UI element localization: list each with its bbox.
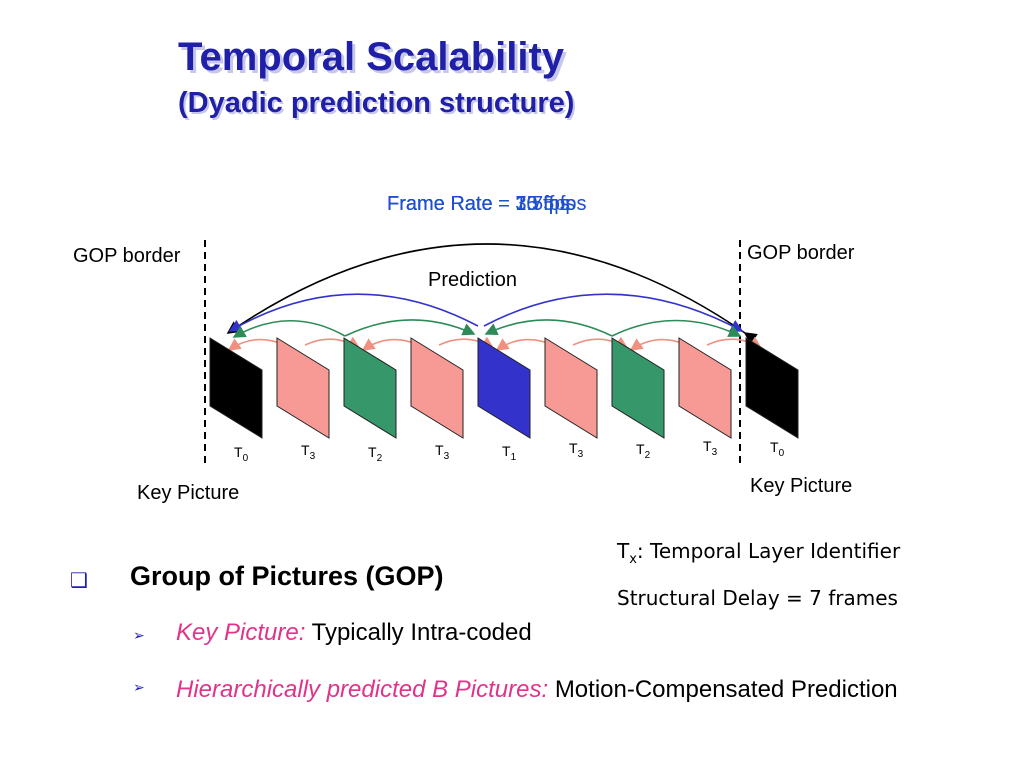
identifier-note: Tx: Temporal Layer Identifier — [616, 539, 901, 567]
sub-bullet-icon: ➢ — [133, 679, 145, 695]
frame-label: T3 — [569, 440, 584, 460]
note-text: : Temporal Layer Identifier — [637, 539, 901, 563]
frame-t: T — [636, 441, 645, 457]
emphasis: Key Picture: — [176, 619, 306, 646]
frame — [678, 337, 732, 439]
bullet-item: Hierarchically predicted B Pictures: Mot… — [176, 670, 916, 710]
arrow — [232, 319, 346, 338]
frame-sub: 3 — [578, 449, 584, 460]
frame — [410, 337, 464, 439]
gop-border-label: GOP border — [73, 245, 181, 267]
frame-label: T2 — [636, 441, 651, 461]
arrow — [611, 319, 742, 337]
emphasis: Hierarchically predicted B Pictures: — [176, 676, 549, 703]
frame-sub: 3 — [712, 447, 718, 458]
arrow — [484, 319, 613, 337]
gop-border-label: GOP border — [747, 242, 855, 264]
frame-label: T1 — [502, 443, 517, 463]
frame-rate: Frame Rate = 3.75 fps — [387, 193, 587, 215]
frame-sub: 3 — [310, 451, 316, 462]
frame-label: T0 — [770, 439, 785, 459]
frame-sub: 2 — [377, 453, 383, 464]
arrow — [228, 293, 479, 332]
frame-sub: 1 — [511, 452, 517, 463]
subtitle-shadow: (Dyadic prediction structure) — [180, 89, 576, 121]
bullet-main: Group of Pictures (GOP) — [130, 561, 444, 591]
sub-bullet-icon: ➢ — [133, 627, 145, 643]
frame-rate: Frame Rate = 15 fps — [387, 193, 570, 215]
frame-label: T3 — [435, 442, 450, 462]
frame-rate: Frame Rate = 7.5 fps — [387, 193, 575, 215]
bullet-item: Key Picture: Typically Intra-coded — [176, 619, 532, 647]
frame-sub: 2 — [645, 450, 651, 461]
frame-label: T0 — [234, 444, 249, 464]
delay-note: Structural Delay = 7 frames — [617, 586, 898, 610]
frame — [209, 337, 263, 439]
frame-t: T — [435, 442, 444, 458]
frame — [276, 337, 330, 439]
frame-t: T — [569, 440, 578, 456]
arrow — [344, 319, 476, 337]
frame-t: T — [502, 443, 511, 459]
frame — [544, 337, 598, 439]
frame — [745, 337, 799, 439]
frame-label: T2 — [368, 444, 383, 464]
frame — [611, 337, 665, 439]
frame — [343, 337, 397, 439]
sub: x — [629, 552, 637, 567]
t: T — [616, 539, 630, 563]
frame-t: T — [703, 438, 712, 454]
frame — [477, 337, 531, 439]
item-text: Typically Intra-coded — [311, 619, 532, 646]
frame-t: T — [301, 442, 310, 458]
key-picture-label: Key Picture — [750, 475, 852, 497]
prediction-arrows — [226, 243, 763, 351]
bullet-icon: ❑ — [70, 570, 88, 592]
key-picture-label: Key Picture — [137, 482, 239, 504]
item-text: Motion-Compensated Prediction — [554, 676, 898, 703]
prediction-label: Prediction — [428, 269, 517, 291]
frame-sub: 0 — [779, 448, 785, 459]
frame-t: T — [770, 439, 779, 455]
arrow — [483, 293, 744, 332]
frame-t: T — [368, 444, 377, 460]
frame-rate: Frame Rate = 30 fps — [387, 193, 570, 215]
frame-t: T — [234, 444, 243, 460]
subtitle: (Dyadic prediction structure) — [178, 87, 574, 119]
frame-sub: 0 — [243, 453, 249, 464]
frame-label: T3 — [703, 438, 718, 458]
title-shadow: Temporal Scalability — [181, 38, 568, 82]
arrow — [226, 243, 758, 345]
title: Temporal Scalability — [178, 35, 565, 79]
frame-label: T3 — [301, 442, 316, 462]
frame-sub: 3 — [444, 451, 450, 462]
